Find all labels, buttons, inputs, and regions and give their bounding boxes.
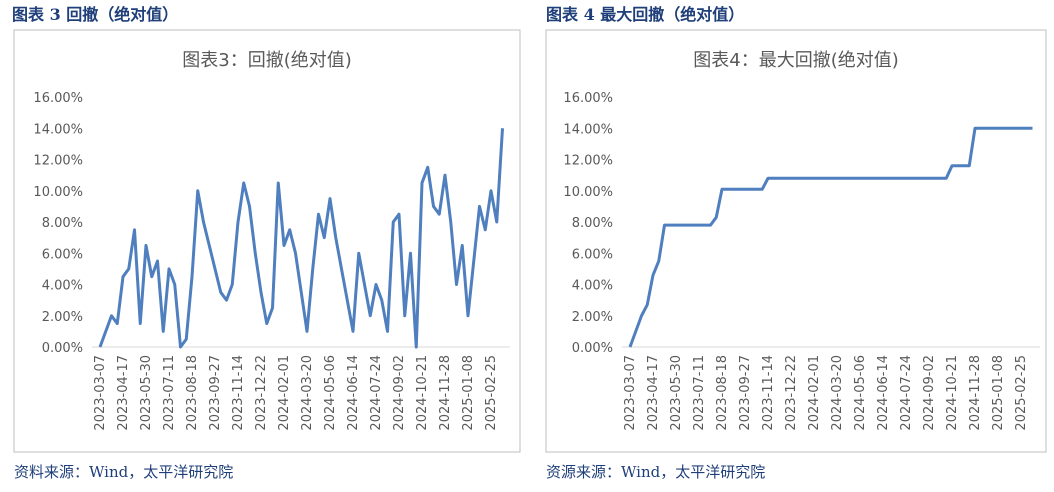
chart-frame — [13, 29, 521, 453]
y-tick-label: 4.00% — [572, 279, 613, 294]
x-tick-label: 2023-08-18 — [185, 355, 200, 431]
x-tick-label: 2024-05-06 — [323, 355, 338, 431]
x-tick-label: 2024-10-21 — [945, 355, 960, 431]
x-tick-label: 2024-10-21 — [415, 355, 430, 431]
x-tick-label: 2024-05-06 — [853, 355, 868, 431]
y-tick-label: 0.00% — [42, 341, 83, 356]
heading: 图表 4 最大回撤（绝对值） — [546, 5, 744, 24]
y-tick-label: 12.00% — [563, 154, 613, 169]
y-tick-label: 16.00% — [33, 91, 83, 106]
y-tick-label: 8.00% — [572, 216, 613, 231]
x-tick-label: 2023-11-14 — [231, 355, 246, 431]
y-tick-label: 4.00% — [42, 279, 83, 294]
line-series — [98, 128, 504, 349]
y-tick-label: 14.00% — [33, 122, 83, 137]
x-tick-label: 2023-03-07 — [623, 355, 638, 431]
x-tick-label: 2024-06-14 — [346, 355, 361, 431]
x-tick-label: 2023-09-27 — [738, 355, 753, 431]
x-tick-label: 2023-03-07 — [93, 355, 108, 431]
x-tick-label: 2025-02-25 — [1014, 355, 1029, 431]
x-tick-label: 2023-11-14 — [761, 355, 776, 431]
x-tick-label: 2024-11-28 — [438, 355, 453, 431]
source: 资料来源：Wind，太平洋研究院 — [14, 463, 233, 481]
chart-title: 图表3：回撤(绝对值) — [182, 50, 352, 71]
chart-frame — [545, 29, 1047, 453]
y-tick-label: 2.00% — [42, 310, 83, 325]
x-tick-label: 2024-07-24 — [369, 355, 384, 431]
x-tick-label: 2025-01-08 — [461, 355, 476, 431]
y-tick-label: 8.00% — [42, 216, 83, 231]
y-tick-label: 6.00% — [42, 247, 83, 262]
x-tick-label: 2024-09-02 — [922, 355, 937, 431]
y-tick-label: 2.00% — [572, 310, 613, 325]
y-tick-label: 14.00% — [563, 122, 613, 137]
y-tick-label: 10.00% — [33, 185, 83, 200]
heading: 图表 3 回撤（绝对值） — [12, 5, 178, 24]
x-tick-label: 2024-07-24 — [899, 355, 914, 431]
chart-title: 图表4：最大回撤(绝对值) — [693, 50, 899, 71]
x-tick-label: 2024-03-20 — [830, 355, 845, 431]
x-tick-label: 2023-04-17 — [116, 355, 131, 431]
y-tick-label: 0.00% — [572, 341, 613, 356]
x-tick-label: 2024-03-20 — [300, 355, 315, 431]
y-tick-label: 16.00% — [563, 91, 613, 106]
x-tick-label: 2025-02-25 — [484, 355, 499, 431]
x-tick-label: 2024-06-14 — [876, 355, 891, 431]
x-tick-label: 2024-02-01 — [277, 355, 292, 431]
x-tick-label: 2023-12-22 — [784, 355, 799, 431]
source: 资源来源：Wind，太平洋研究院 — [546, 463, 765, 481]
line-series — [628, 126, 1033, 348]
y-tick-label: 12.00% — [33, 154, 83, 169]
y-tick-label: 10.00% — [563, 185, 613, 200]
x-tick-label: 2023-07-11 — [162, 355, 177, 431]
x-tick-label: 2023-09-27 — [208, 355, 223, 431]
x-tick-label: 2024-09-02 — [392, 355, 407, 431]
x-tick-label: 2023-05-30 — [139, 355, 154, 431]
x-tick-label: 2023-12-22 — [254, 355, 269, 431]
x-tick-label: 2023-04-17 — [646, 355, 661, 431]
x-tick-label: 2023-08-18 — [715, 355, 730, 431]
x-tick-label: 2024-02-01 — [807, 355, 822, 431]
x-tick-label: 2023-07-11 — [692, 355, 707, 431]
x-tick-label: 2023-05-30 — [669, 355, 684, 431]
x-tick-label: 2024-11-28 — [968, 355, 983, 431]
y-tick-label: 6.00% — [572, 247, 613, 262]
x-tick-label: 2025-01-08 — [991, 355, 1006, 431]
